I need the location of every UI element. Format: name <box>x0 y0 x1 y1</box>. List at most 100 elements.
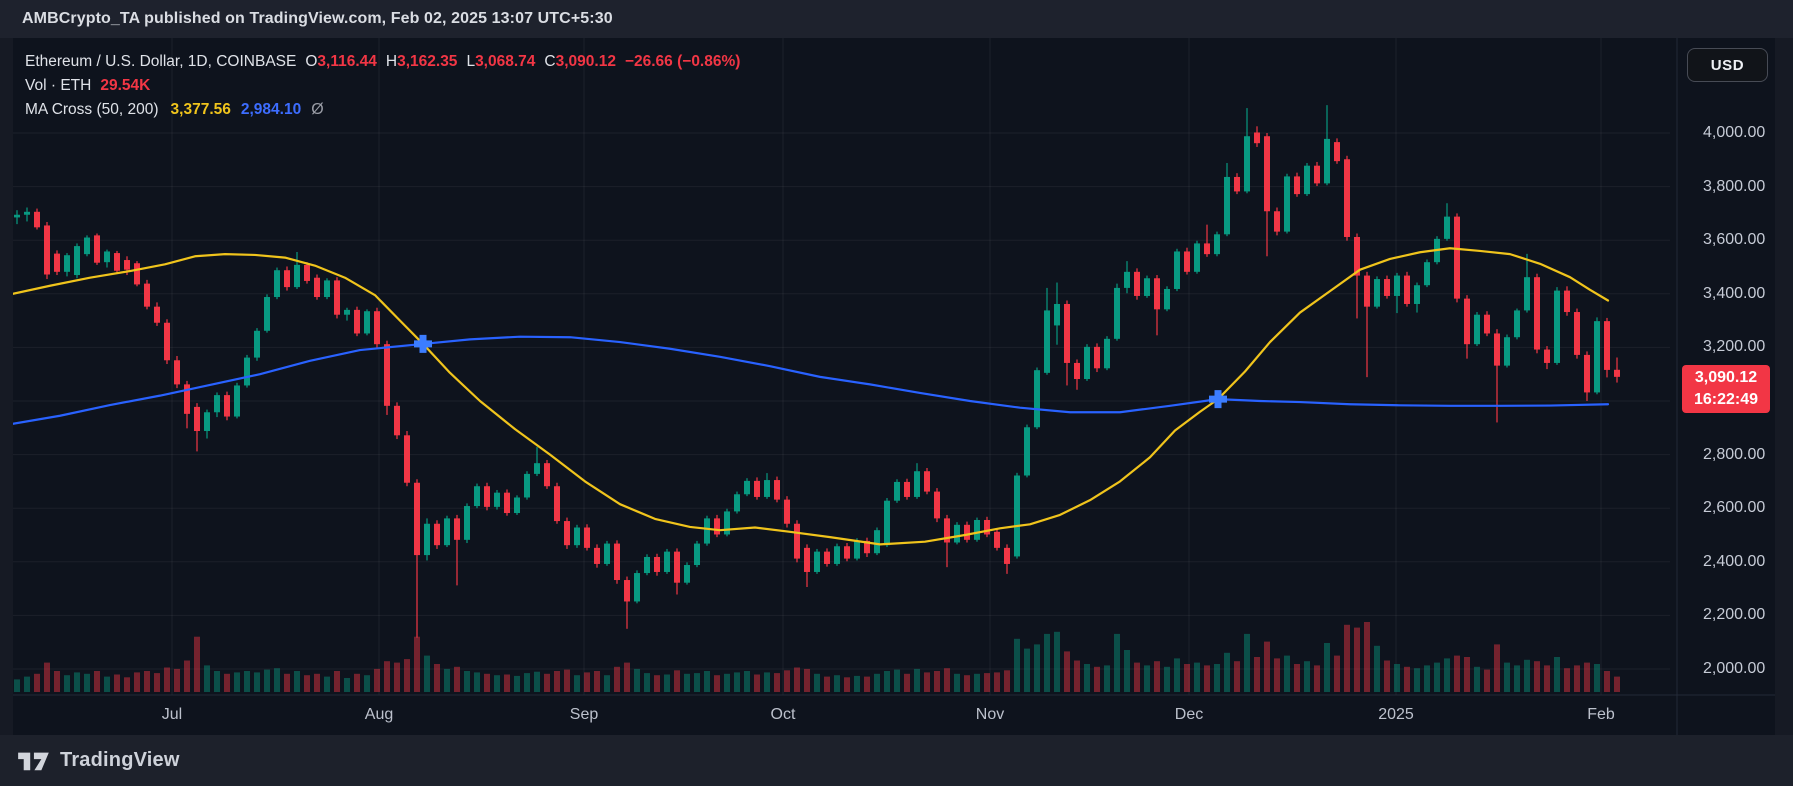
candle-body <box>1324 138 1330 184</box>
volume-bar <box>864 676 870 692</box>
volume-bar <box>1294 664 1300 692</box>
candle-body <box>1424 262 1430 286</box>
volume-bar <box>574 675 580 692</box>
volume-bar <box>954 673 960 692</box>
candle-body <box>494 492 500 507</box>
candle-body <box>704 518 710 544</box>
volume-bar <box>1274 658 1280 692</box>
price-tick-label: 2,400.00 <box>1703 552 1766 570</box>
candle-body <box>64 255 70 272</box>
chart-legend: Ethereum / U.S. Dollar, 1D, COINBASE O3,… <box>25 51 740 120</box>
candle-body <box>434 523 440 546</box>
volume-bar <box>994 672 1000 692</box>
volume-bar <box>414 636 420 692</box>
time-tick-label: Oct <box>770 706 796 723</box>
candle-body <box>154 306 160 323</box>
volume-bar <box>1094 666 1100 692</box>
candle-body <box>824 551 830 564</box>
ma-cross-label[interactable]: MA Cross (50, 200) <box>25 100 159 118</box>
volume-bar <box>1414 668 1420 692</box>
candle-body <box>384 344 390 406</box>
volume-bar <box>204 665 210 692</box>
candle-body <box>1074 362 1080 380</box>
volume-bar <box>274 668 280 692</box>
volume-bar <box>294 671 300 692</box>
candle-body <box>1224 176 1230 235</box>
volume-bar <box>1484 669 1490 692</box>
candle-body <box>764 480 770 497</box>
volume-bar <box>714 675 720 692</box>
volume-bar <box>1514 665 1520 692</box>
candle-body <box>684 565 690 583</box>
volume-bar <box>1604 671 1610 692</box>
volume-bar <box>1334 655 1340 692</box>
volume-bar <box>94 671 100 692</box>
volume-bar <box>654 675 660 692</box>
volume-bar <box>114 674 120 692</box>
volume-bar <box>524 673 530 692</box>
candle-body <box>334 280 340 315</box>
last-price-value: 3,090.12 <box>1694 369 1758 386</box>
candle-body <box>1614 369 1620 377</box>
volume-bar <box>184 660 190 692</box>
candle-body <box>774 480 780 500</box>
volume-bar <box>624 662 630 692</box>
candle-body <box>1104 338 1110 369</box>
candle-body <box>1064 303 1070 363</box>
volume-bar <box>134 672 140 692</box>
candle-body <box>1194 243 1200 272</box>
volume-bar <box>194 636 200 692</box>
volume-bar <box>964 675 970 692</box>
volume-bar <box>1064 651 1070 692</box>
candle-body <box>1054 303 1060 326</box>
candle-body <box>1494 333 1500 366</box>
volume-bar <box>1544 665 1550 692</box>
candle-body <box>1584 354 1590 393</box>
volume-bar <box>434 664 440 692</box>
candle-body <box>1594 321 1600 393</box>
candle-body <box>1294 176 1300 195</box>
volume-bar <box>694 673 700 692</box>
volume-bar <box>904 673 910 692</box>
candle-body <box>1254 132 1260 144</box>
price-tick-label: 2,800.00 <box>1703 445 1766 463</box>
tradingview-brand[interactable]: TradingView <box>16 748 180 774</box>
volume-bar <box>1154 661 1160 692</box>
volume-bar <box>174 668 180 692</box>
candle-body <box>194 406 200 432</box>
volume-bar <box>64 675 70 692</box>
volume-bar <box>634 668 640 692</box>
volume-bar <box>504 674 510 692</box>
candle-body <box>214 395 220 413</box>
ohlc-item: L3,068.74 <box>466 52 536 70</box>
candle-body <box>1314 165 1320 184</box>
volume-bar <box>234 672 240 692</box>
candlestick-chart[interactable] <box>13 38 1775 735</box>
volume-bar <box>1614 676 1620 692</box>
change-value: −26.66 (−0.86%) <box>624 52 741 70</box>
candle-body <box>264 297 270 331</box>
candle-body <box>914 471 920 497</box>
candle-body <box>1394 275 1400 296</box>
currency-toggle-button[interactable]: USD <box>1687 48 1768 82</box>
volume-bar <box>214 671 220 692</box>
candle-body <box>934 491 940 519</box>
candle-body <box>904 481 910 497</box>
symbol-title[interactable]: Ethereum / U.S. Dollar, 1D, COINBASE <box>25 52 297 70</box>
candle-body <box>1354 236 1360 276</box>
candle-body <box>514 497 520 514</box>
time-tick-label: Feb <box>1587 706 1615 723</box>
volume-bar <box>614 666 620 692</box>
volume-label[interactable]: Vol · ETH <box>25 76 92 94</box>
volume-bar <box>874 673 880 692</box>
volume-bar <box>1504 662 1510 692</box>
volume-bar <box>844 677 850 692</box>
candle-body <box>1404 275 1410 304</box>
ma-suffix: Ø <box>311 100 324 118</box>
legend-row-ma-cross: MA Cross (50, 200) 3,377.56 2,984.10 Ø <box>25 99 740 120</box>
volume-bar <box>1234 661 1240 692</box>
volume-bar <box>984 673 990 692</box>
ma-cross-marker <box>414 334 432 353</box>
volume-bar <box>534 671 540 692</box>
